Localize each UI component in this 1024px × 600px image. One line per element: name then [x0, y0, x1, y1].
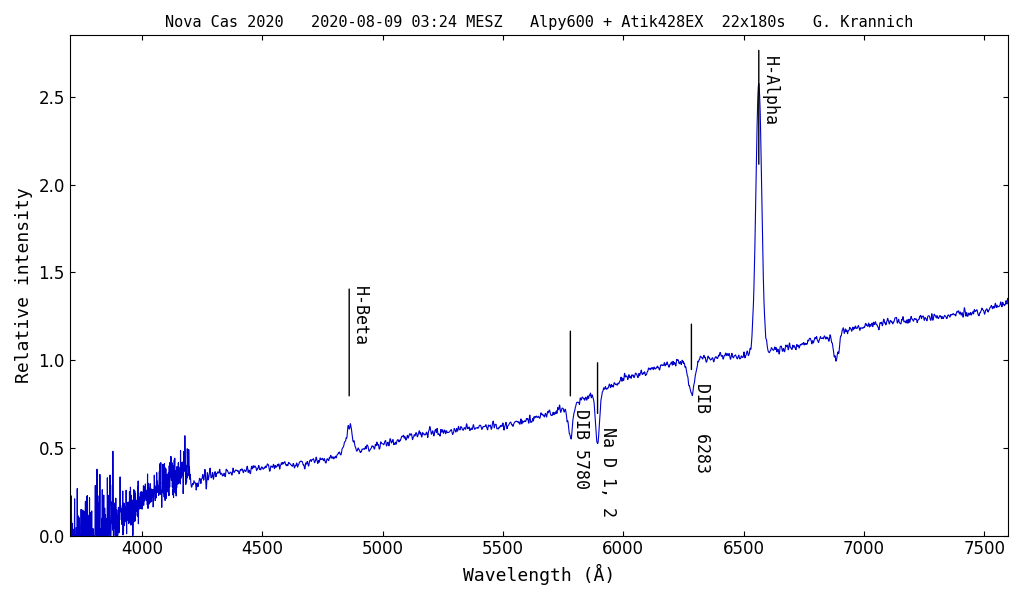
X-axis label: Wavelength (Å): Wavelength (Å): [463, 564, 615, 585]
Text: DIB 5780: DIB 5780: [571, 409, 590, 489]
Text: H-Alpha: H-Alpha: [761, 56, 778, 127]
Text: Na D 1, 2: Na D 1, 2: [599, 427, 617, 517]
Text: DIB  6283: DIB 6283: [693, 383, 711, 473]
Title: Nova Cas 2020   2020-08-09 03:24 MESZ   Alpy600 + Atik428EX  22x180s   G. Kranni: Nova Cas 2020 2020-08-09 03:24 MESZ Alpy…: [165, 15, 913, 30]
Y-axis label: Relative intensity: Relative intensity: [15, 188, 33, 383]
Text: H-Beta: H-Beta: [350, 286, 369, 346]
